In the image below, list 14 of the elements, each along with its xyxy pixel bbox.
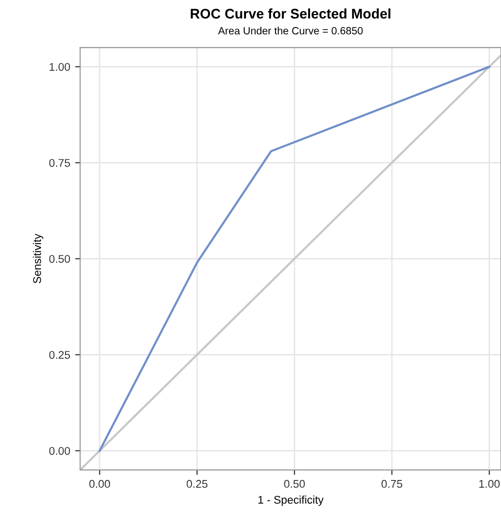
y-tick-label: 0.00: [49, 446, 70, 455]
x-tick-label: 0.25: [186, 480, 208, 488]
x-tick-label: 0.00: [89, 480, 110, 488]
x-tick-label: 0.75: [382, 480, 402, 488]
y-tick-label: 1.00: [50, 62, 70, 71]
x-axis-title: 1 - Specificity: [258, 496, 324, 506]
x-tick-label: 0.50: [284, 480, 305, 488]
x-tick-label: 1.00: [479, 480, 500, 488]
y-tick-label: 0.25: [49, 350, 70, 359]
chart-subtitle: Area Under the Curve = 0.6850: [218, 26, 363, 34]
y-tick-label: 0.50: [49, 254, 70, 263]
y-axis-title: Sensitivity: [32, 234, 44, 284]
chart-title: ROC Curve for Selected Model: [190, 8, 390, 19]
y-tick-label: 0.75: [49, 158, 70, 167]
